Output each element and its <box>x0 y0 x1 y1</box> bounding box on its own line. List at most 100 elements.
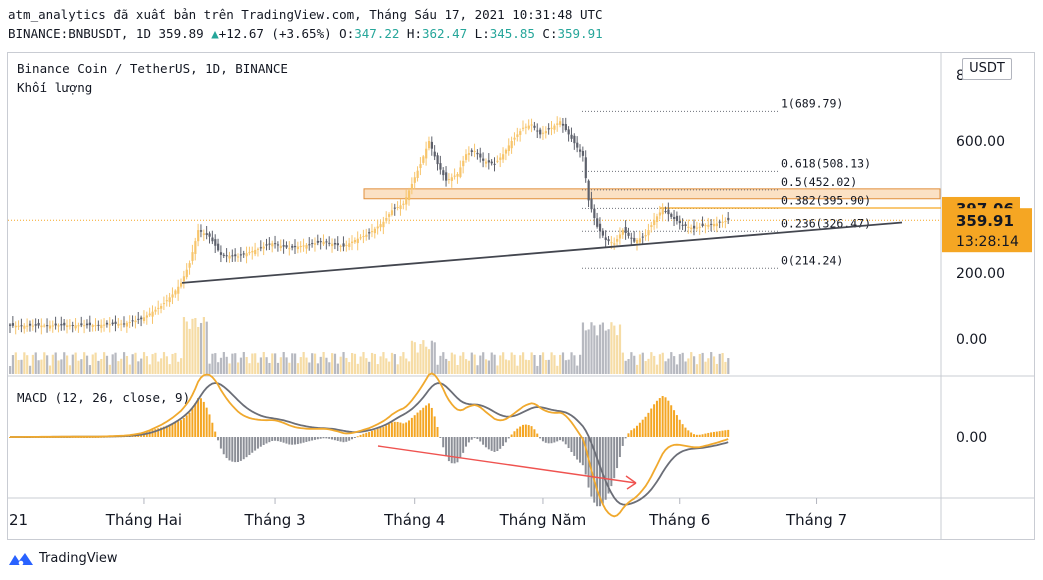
candle-body <box>23 325 26 329</box>
macd-histogram-bar <box>422 407 425 437</box>
volume-bar <box>667 358 670 374</box>
volume-bar <box>294 353 297 374</box>
volume-bar <box>105 355 109 374</box>
volume-bar <box>496 365 499 374</box>
candle-body <box>237 256 240 258</box>
macd-histogram-bar <box>405 422 408 437</box>
macd-histogram-bar <box>507 437 510 439</box>
volume-bar <box>120 358 123 374</box>
macd-histogram-bar <box>539 437 542 439</box>
candle-body <box>724 221 727 223</box>
candle-body <box>667 209 670 215</box>
volume-bar <box>601 322 604 374</box>
volume-bar <box>641 352 644 374</box>
candle-body <box>541 132 545 134</box>
macd-histogram-bar <box>259 437 262 447</box>
volume-bar <box>57 360 60 374</box>
tradingview-logo[interactable]: TradingView <box>8 551 118 566</box>
macd-histogram-bar <box>205 407 208 437</box>
volume-bar <box>256 362 260 374</box>
volume-bar <box>308 362 311 374</box>
volume-bar <box>655 364 659 374</box>
volume-bar <box>712 356 716 374</box>
candle-body <box>26 325 29 327</box>
candle-body <box>282 245 285 247</box>
volume-bar <box>14 352 17 374</box>
macd-histogram-bar <box>345 437 348 442</box>
volume-bar <box>604 330 607 374</box>
currency-button[interactable]: USDT <box>962 58 1012 80</box>
candle-body <box>225 255 228 257</box>
volume-bar <box>513 354 516 374</box>
macd-histogram-bar <box>162 426 165 437</box>
volume-bar <box>556 365 559 374</box>
volume-title: Khối lượng <box>17 80 93 95</box>
volume-bar <box>405 358 408 374</box>
macd-histogram-bar <box>541 437 544 442</box>
candle-body <box>564 124 567 130</box>
candle-body <box>715 223 718 227</box>
countdown-text: 13:28:14 <box>956 234 1019 250</box>
candle-body <box>388 214 391 217</box>
volume-bar <box>724 361 727 374</box>
candle-body <box>430 141 433 149</box>
macd-histogram-bar <box>336 437 339 441</box>
macd-histogram-bar <box>256 437 259 449</box>
brand-label: TradingView <box>39 551 118 566</box>
volume-bar <box>34 352 37 374</box>
volume-bar <box>345 357 348 374</box>
macd-histogram-bar <box>433 416 436 437</box>
candle-body <box>613 243 616 245</box>
candle-body <box>712 223 716 227</box>
candle-body <box>550 127 553 129</box>
candle-body <box>254 249 257 255</box>
candle-body <box>205 233 208 236</box>
macd-histogram-bar <box>493 437 496 452</box>
volume-bar <box>561 352 565 374</box>
macd-histogram-bar <box>484 437 487 448</box>
candle-body <box>131 320 134 322</box>
candle-body <box>707 224 710 227</box>
macd-histogram-bar <box>465 437 467 447</box>
candle-body <box>177 286 180 294</box>
macd-histogram-bar <box>396 421 399 437</box>
macd-histogram-bar <box>276 437 279 442</box>
candle-body <box>63 322 66 326</box>
volume-bar <box>117 361 120 374</box>
macd-histogram-bar <box>408 420 410 437</box>
macd-histogram-bar <box>707 432 710 437</box>
candle-body <box>647 230 650 236</box>
volume-bar <box>467 360 471 374</box>
volume-bar <box>313 353 317 374</box>
candle-body <box>527 125 530 129</box>
volume-bar <box>559 354 562 374</box>
volume-bar <box>687 358 690 374</box>
candle-body <box>262 246 265 249</box>
candle-body <box>351 241 354 243</box>
candle-body <box>633 237 636 242</box>
volume-bar <box>211 353 214 374</box>
volume-bar <box>54 352 57 374</box>
macd-histogram-bar <box>476 437 479 440</box>
volume-bar <box>598 324 602 374</box>
macd-histogram-bar <box>673 410 676 437</box>
candle-body <box>544 131 547 134</box>
macd-histogram-bar <box>413 415 416 437</box>
volume-bar <box>593 325 596 374</box>
volume-bar <box>502 352 505 374</box>
candle-body <box>604 237 607 240</box>
volume-bar <box>296 363 300 374</box>
macd-histogram-bar <box>305 437 308 442</box>
candle-body <box>154 309 157 312</box>
macd-histogram-bar <box>496 437 499 452</box>
candle-body <box>650 225 653 228</box>
volume-bar <box>148 364 151 374</box>
candle-body <box>28 323 32 326</box>
candle-body <box>333 242 337 245</box>
macd-histogram-bar <box>610 437 613 487</box>
macd-histogram-bar <box>393 421 396 437</box>
macd-histogram-bar <box>302 437 305 443</box>
volume-bar <box>715 363 718 374</box>
volume-bar <box>68 365 72 374</box>
